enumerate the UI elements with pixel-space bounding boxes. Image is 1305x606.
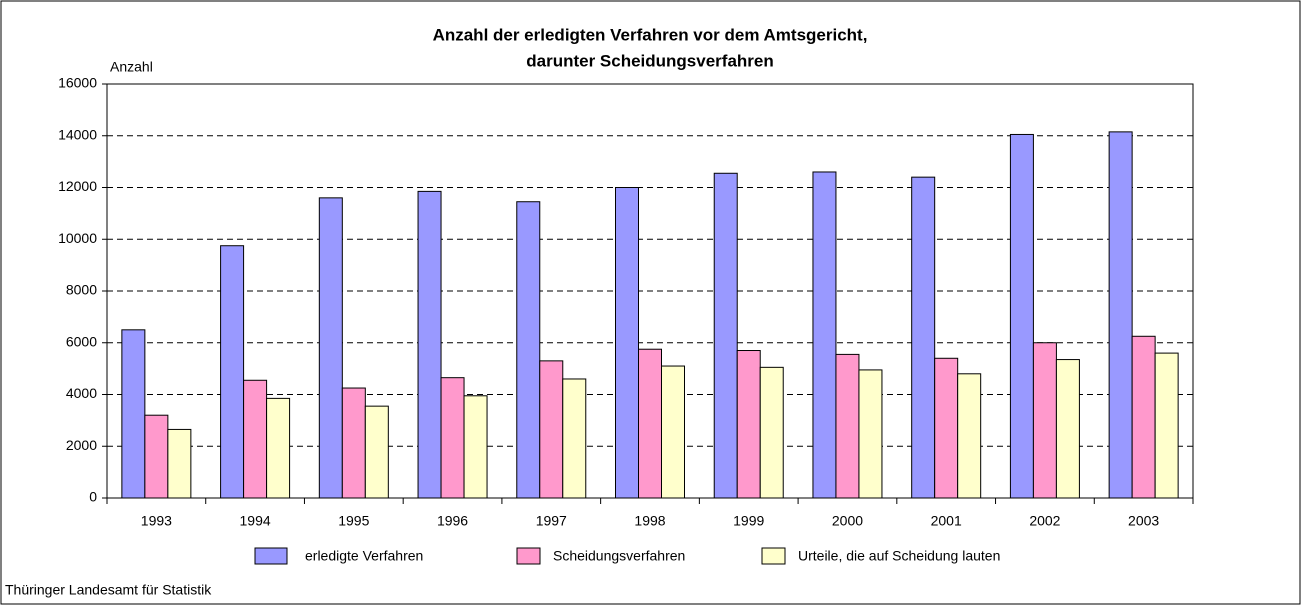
legend-label: Scheidungsverfahren [553,548,685,564]
bar [835,353,860,499]
bar [713,172,738,499]
bar [341,387,366,499]
legend-swatch [516,547,541,565]
y-tick-label: 2000 [66,437,97,453]
bar [1108,131,1133,499]
bar [759,366,784,499]
chart-title: Anzahl der erledigten Verfahren vor dem … [433,25,868,44]
bar [167,428,192,499]
bar [812,171,837,499]
chart-title: darunter Scheidungsverfahren [526,51,774,70]
y-tick-label: 4000 [66,385,97,401]
plot-frame [106,83,1194,499]
x-tick-label: 1995 [338,513,369,529]
y-tick-label: 6000 [66,333,97,349]
bar [638,348,662,499]
bar [562,378,587,499]
y-tick-label: 16000 [58,75,97,91]
bar [266,397,291,499]
bar [516,201,541,499]
bar [1032,342,1057,499]
x-tick-label: 1994 [240,513,271,529]
x-tick-label: 1999 [733,513,764,529]
legend-swatch [254,547,288,565]
bar [243,379,268,499]
y-axis-label: Anzahl [110,59,153,75]
bar [318,197,343,499]
y-tick-label: 8000 [66,282,97,298]
legend-label: Urteile, die auf Scheidung lauten [798,548,1000,564]
y-tick-label: 10000 [58,230,97,246]
x-tick-label: 2000 [832,513,863,529]
source: Thüringer Landesamt für Statistik [5,582,212,598]
y-tick-label: 14000 [58,126,97,142]
bar [615,187,639,499]
bar [220,245,245,499]
x-tick-label: 1997 [536,513,567,529]
bar [417,190,442,499]
bar [1055,359,1080,499]
x-tick-label: 2003 [1128,513,1159,529]
bar [858,369,883,499]
legend-label: erledigte Verfahren [305,548,423,564]
x-tick-label: 1996 [437,513,468,529]
x-tick-label: 2002 [1029,513,1060,529]
bar [661,365,685,499]
y-tick-label: 0 [89,489,97,505]
bar [1154,352,1179,499]
bar [463,395,488,499]
bar [934,357,959,499]
bar [911,176,936,499]
bar [1009,133,1034,499]
bar [144,414,169,499]
bar [957,373,982,499]
y-tick-label: 12000 [58,178,97,194]
bar [736,350,761,499]
bar [440,377,465,499]
x-tick-label: 2001 [931,513,962,529]
x-tick-label: 1998 [634,513,665,529]
x-tick-label: 1993 [141,513,172,529]
bar [364,405,389,499]
bar [539,360,564,499]
bar [1131,335,1156,499]
bar [121,329,146,499]
legend-swatch [761,547,786,565]
